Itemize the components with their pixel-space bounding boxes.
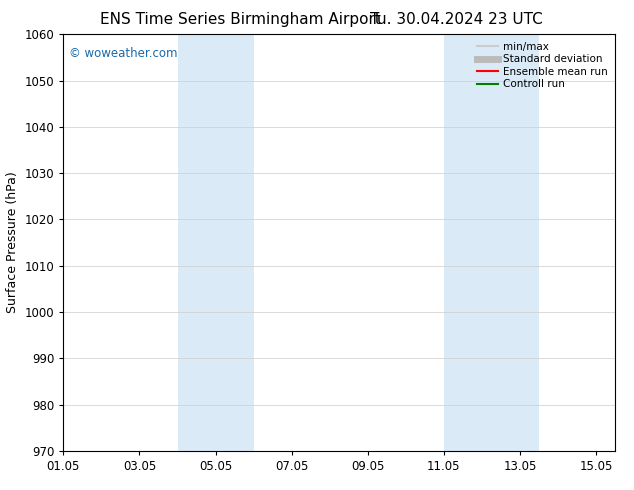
Text: © woweather.com: © woweather.com [69, 47, 178, 60]
Text: Tu. 30.04.2024 23 UTC: Tu. 30.04.2024 23 UTC [370, 12, 543, 27]
Y-axis label: Surface Pressure (hPa): Surface Pressure (hPa) [6, 172, 19, 314]
Bar [444, 34, 539, 451]
Legend: min/max, Standard deviation, Ensemble mean run, Controll run: min/max, Standard deviation, Ensemble me… [475, 40, 610, 92]
Bar [178, 34, 254, 451]
Text: ENS Time Series Birmingham Airport: ENS Time Series Birmingham Airport [100, 12, 382, 27]
